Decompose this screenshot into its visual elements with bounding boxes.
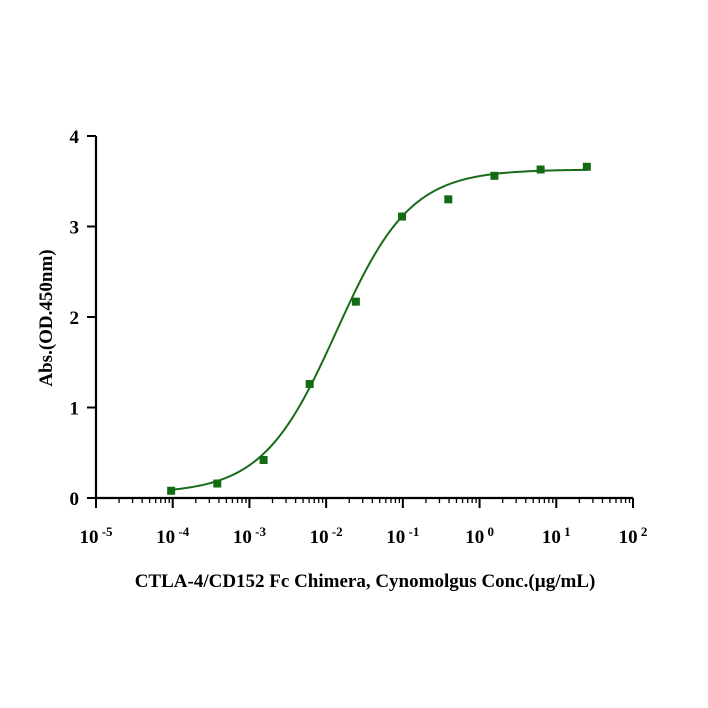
data-points [167,162,591,495]
x-tick-label: 10 2 [619,524,648,548]
y-tick-label: 2 [70,308,80,329]
y-tick-label: 0 [70,489,80,510]
data-point [351,297,360,306]
y-tick-label: 1 [70,399,80,420]
y-tick-label: 4 [70,127,80,148]
x-tick-label: 10 -3 [233,524,267,548]
axes: 0 1 2 3 4 10 -5 10 -4 10 -3 10 -2 10 -1 10 0 10 1 10… [70,127,648,548]
y-tick-label: 3 [70,218,80,239]
data-point [213,479,222,488]
data-point [536,165,545,174]
data-point [305,379,314,388]
y-axis-title: Abs.(OD.450nm) [36,249,57,386]
x-tick-label: 10 0 [465,524,494,548]
x-tick-label: 10 -2 [310,524,343,548]
x-tick-label: 10 -5 [79,524,113,548]
data-point [490,171,499,180]
data-point [444,195,453,204]
fit-curve [171,168,587,491]
data-point [259,455,268,464]
x-tick-label: 10 -4 [156,524,190,548]
data-point [398,212,407,221]
data-point [167,486,176,495]
x-tick-label: 10 1 [542,524,571,548]
data-point [582,162,591,171]
x-tick-label: 10 -1 [386,524,419,548]
x-axis-title: CTLA-4/CD152 Fc Chimera, Cynomolgus Conc… [135,571,596,592]
